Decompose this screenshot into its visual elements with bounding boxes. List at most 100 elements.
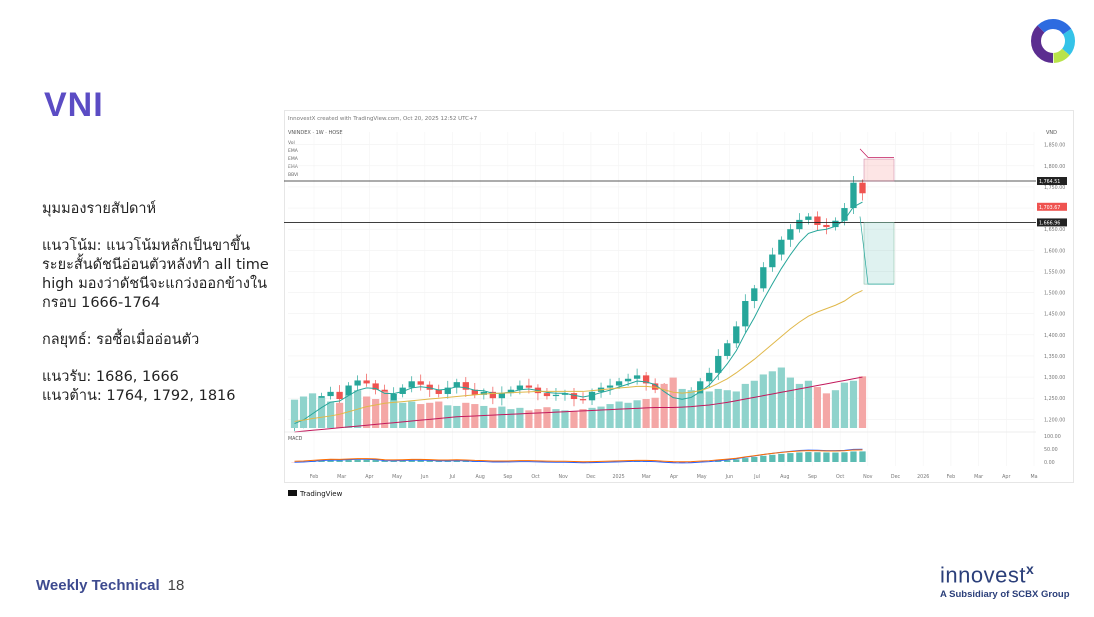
x-tick-label: Jun — [420, 474, 429, 480]
macd-histogram-bar — [327, 460, 334, 462]
tradingview-logo-icon — [288, 490, 297, 496]
price-label: 1,703.67 — [1039, 205, 1060, 211]
candle-body — [399, 387, 406, 394]
volume-bar — [299, 396, 308, 428]
y-tick-label: 1,850.00 — [1044, 143, 1065, 149]
x-tick-label: May — [697, 474, 707, 480]
resistance-zone-box — [863, 158, 895, 182]
candle-body — [814, 216, 821, 225]
candle-body — [841, 208, 848, 221]
volume-bar — [786, 377, 794, 428]
candle-body — [859, 182, 866, 194]
x-tick-label: Apr — [365, 474, 373, 480]
candle-body — [471, 389, 478, 395]
y-tick-label: 1,200.00 — [1044, 417, 1065, 423]
volume-bar — [831, 390, 840, 428]
volume-bar — [714, 388, 722, 428]
macd-histogram-bar — [679, 462, 686, 463]
volume-bar — [579, 409, 587, 428]
macd-histogram-bar — [787, 453, 794, 462]
candle-body — [642, 375, 650, 384]
candle-body — [489, 391, 497, 399]
macd-histogram-bar — [859, 451, 866, 462]
volume-bar — [597, 406, 605, 428]
x-tick-label: Sep — [503, 474, 512, 480]
volume-bar — [308, 393, 317, 428]
x-tick-label: Aug — [780, 474, 789, 480]
candle-body — [390, 393, 397, 403]
ema-mid-line — [294, 289, 863, 422]
volume-bar — [804, 380, 813, 428]
candle-body — [417, 381, 424, 385]
y-tick-label: 1,550.00 — [1044, 269, 1065, 275]
macd-histogram-bar — [462, 461, 469, 462]
candle-body — [543, 393, 551, 397]
x-tick-label: Dec — [586, 474, 596, 480]
volume-bar — [822, 393, 831, 428]
legend-entry: EMA — [288, 164, 299, 170]
volume-bar — [489, 407, 497, 428]
macd-signal-line — [294, 449, 863, 463]
y-tick-label: 1,400.00 — [1044, 333, 1065, 339]
footer: Weekly Technical 18 — [36, 577, 184, 594]
x-tick-label: Nov — [863, 474, 873, 480]
candle-body — [706, 372, 713, 382]
macd-histogram-bar — [850, 451, 857, 462]
price-label-bg — [1037, 177, 1067, 186]
volume-bar — [363, 396, 371, 428]
macd-histogram-bar — [318, 460, 325, 462]
x-tick-label: 2025 — [613, 474, 625, 480]
candle-body — [760, 267, 767, 289]
x-tick-label: Feb — [310, 474, 319, 480]
volume-bar — [840, 382, 849, 428]
volume-bar — [615, 401, 623, 428]
y-tick-label: 1,450.00 — [1044, 312, 1065, 318]
candle-body — [769, 254, 776, 268]
brand-name: innovest — [940, 562, 1026, 588]
candle-body — [805, 216, 812, 220]
brand-ring-logo-icon — [1031, 19, 1075, 63]
x-tick-label: Feb — [947, 474, 956, 480]
macd-histogram-bar — [390, 460, 397, 462]
candle-body — [561, 393, 569, 395]
candle-body — [480, 391, 487, 395]
volume-bar — [381, 391, 389, 428]
macd-label: MACD — [288, 436, 303, 442]
note-levels: แนวรับ: 1686, 1666 แนวต้าน: 1764, 1792, … — [42, 369, 236, 404]
ema-short-line — [294, 201, 863, 425]
candle-body — [498, 393, 506, 399]
volume-bar — [651, 397, 659, 428]
x-tick-label: Oct — [836, 474, 844, 480]
macd-histogram-bar — [453, 460, 460, 462]
volume-bar — [732, 391, 740, 428]
price-axis-label: VND — [1046, 130, 1057, 136]
volume-bar — [290, 399, 299, 428]
macd-histogram-bar — [354, 459, 361, 462]
price-label: 1,666.96 — [1039, 220, 1060, 226]
volume-bar — [750, 380, 758, 428]
legend-entry: BBVI — [288, 172, 298, 178]
volume-bar — [561, 410, 569, 428]
price-label: 1,764.51 — [1039, 179, 1060, 185]
volume-bar — [759, 374, 767, 428]
volume-bar — [462, 402, 470, 428]
ema-long-line — [294, 376, 863, 433]
candle-body — [850, 182, 857, 209]
symbol-line: VNINDEX · 1W · HOSE — [288, 130, 343, 136]
chart-header: InnovestX created with TradingView.com, … — [288, 116, 478, 122]
volume-bar — [570, 411, 578, 428]
candle-body — [435, 389, 442, 394]
volume-bar — [417, 404, 425, 428]
slide-title: VNI — [44, 86, 104, 124]
candle-body — [697, 381, 704, 394]
macd-histogram-bar — [832, 452, 839, 462]
legend-entry: Vol — [288, 140, 295, 146]
volume-bar — [669, 377, 677, 428]
x-tick-label: Dec — [891, 474, 901, 480]
candle-body — [751, 288, 758, 302]
candle-body — [462, 382, 469, 390]
volume-bar — [660, 383, 668, 428]
volume-bar — [408, 401, 416, 428]
volume-bar — [534, 409, 542, 428]
volume-bar — [317, 397, 326, 428]
